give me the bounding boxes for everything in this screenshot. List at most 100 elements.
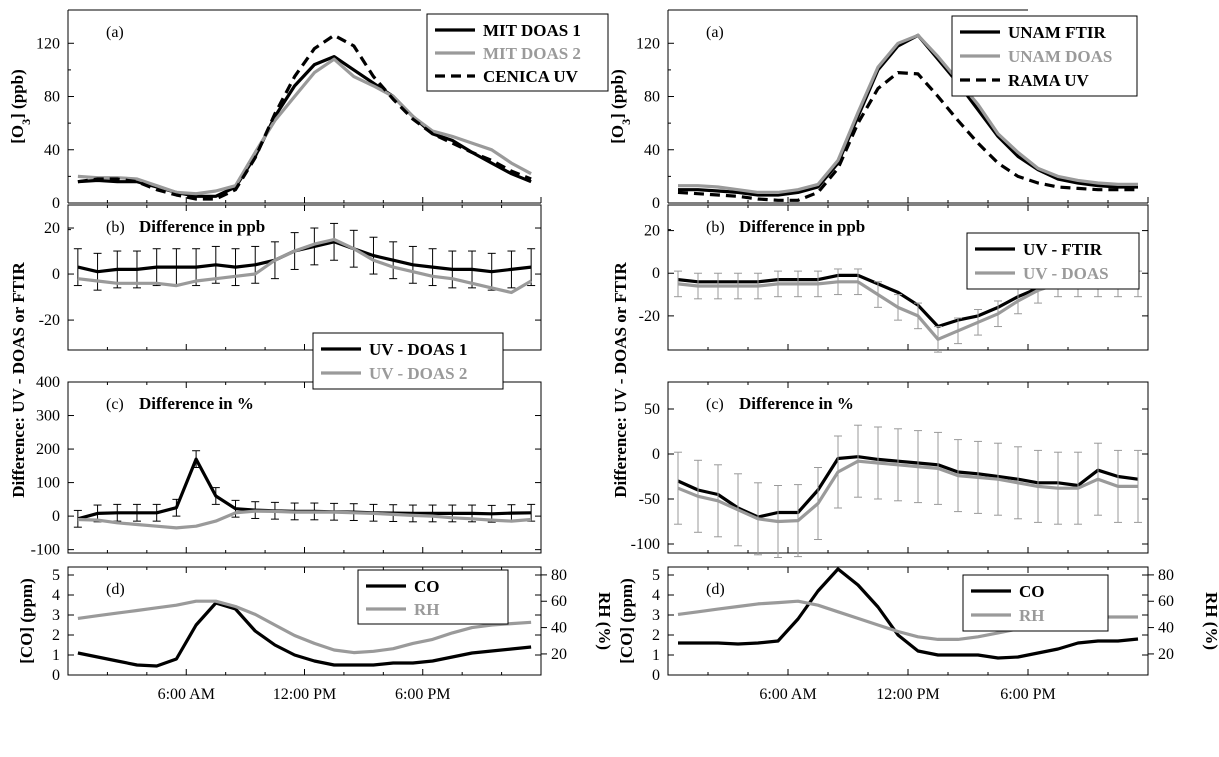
panel-label: (c) xyxy=(106,396,124,413)
panel-label: (b) xyxy=(106,219,125,236)
series-line xyxy=(77,457,532,521)
y-tick-label: 3 xyxy=(652,607,660,624)
series-line xyxy=(678,567,1139,660)
y-tick-label: 0 xyxy=(52,508,60,525)
left-panel-b: -20 0 20 (b) Difference in ppb xyxy=(39,204,542,351)
panel-label: (d) xyxy=(706,581,725,598)
legend: UNAM FTIR UNAM DOAS RAMA UV xyxy=(951,15,1138,97)
panel-label: (d) xyxy=(106,581,125,598)
legend-label: RAMA UV xyxy=(1008,71,1089,90)
legend-box xyxy=(962,574,1109,632)
legend-box xyxy=(312,332,504,390)
y-tick-label: 120 xyxy=(36,35,60,52)
series-unam-doas xyxy=(678,33,1138,194)
panel-title: Difference in ppb xyxy=(739,217,865,236)
panel-title: Difference in % xyxy=(739,394,854,413)
legend: UV - DOAS 1 UV - DOAS 2 xyxy=(312,332,504,390)
series-uv-doas-2 xyxy=(77,237,532,295)
shared-y-axis-label-right: Difference: UV - DOAS or FTIR xyxy=(611,261,630,497)
y-tick-label: -20 xyxy=(639,308,660,325)
y-tick-label: 0 xyxy=(652,265,660,282)
y-tick-label: 0 xyxy=(52,195,60,212)
y-tick-label: 300 xyxy=(36,408,60,425)
y-axis-label: [O3] (ppb) xyxy=(8,69,33,144)
y-tick-label: 0 xyxy=(652,667,660,684)
legend-label: MIT DOAS 1 xyxy=(483,21,581,40)
series-uv-doas-2 xyxy=(77,509,532,530)
y-tick-label: 1 xyxy=(652,647,660,664)
series-co xyxy=(77,601,532,668)
legend-label: UV - DOAS 2 xyxy=(369,364,467,383)
y-tick-label: 40 xyxy=(644,142,660,159)
legend-label: RH xyxy=(1019,606,1045,625)
right-panel-a: 0 40 80 120 (a) [O3] (ppb) UNAM FTIR UNAM DOAS R… xyxy=(608,9,1149,231)
series-line xyxy=(677,455,1139,519)
series-uv-ftir xyxy=(677,455,1139,519)
x-tick-label: 12:00 PM xyxy=(876,686,940,703)
legend-box xyxy=(966,232,1140,290)
y-tick-label: 80 xyxy=(44,89,60,106)
y-tick-label: 40 xyxy=(44,142,60,159)
series-line xyxy=(677,70,1138,202)
x-tick-label: 6:00 PM xyxy=(395,686,451,703)
left-panel-a: 0 40 80 120 (a) [O3] (ppb) MIT DOAS 1 MIT DOAS … xyxy=(8,9,609,231)
legend-label: CO xyxy=(1019,582,1045,601)
legend: CO RH xyxy=(357,569,509,625)
panel-title: Difference in % xyxy=(139,394,254,413)
y2-tick-label: 40 xyxy=(551,620,567,637)
y-tick-label: 0 xyxy=(52,667,60,684)
series-line xyxy=(677,280,1138,341)
y-tick-label: 4 xyxy=(652,587,660,604)
series-rama-uv xyxy=(677,70,1138,202)
series-line xyxy=(77,599,532,655)
y2-tick-label: 20 xyxy=(1158,646,1174,663)
y-tick-label: 80 xyxy=(644,89,660,106)
x-tick-label: 6:00 AM xyxy=(158,686,215,703)
y2-tick-label: 60 xyxy=(1158,593,1174,610)
legend-label: UNAM DOAS xyxy=(1008,47,1112,66)
panel-label: (a) xyxy=(106,24,124,41)
legend-label: RH xyxy=(414,600,440,619)
y-tick-label: 120 xyxy=(636,35,660,52)
y2-tick-label: 80 xyxy=(1158,567,1174,584)
legend-label: MIT DOAS 2 xyxy=(483,44,581,63)
legend: UV - FTIR UV - DOAS xyxy=(966,232,1140,290)
left-panel-d: 0 1 2 3 4 5 (d) [CO] (ppm) RH (%) 20 40 60 80 6:00 AM… xyxy=(17,566,614,703)
y-tick-label: 20 xyxy=(44,220,60,237)
series-cenica-uv xyxy=(77,33,532,201)
panel-label: (b) xyxy=(706,219,725,236)
y-tick-label: -100 xyxy=(31,542,60,559)
x-tick-label: 12:00 PM xyxy=(273,686,337,703)
y-tick-label: 0 xyxy=(652,195,660,212)
right-panel-d: 0 1 2 3 4 5 (d) [CO] (ppm) RH (%) 20 40 60 80 6:00 AM… xyxy=(617,566,1219,703)
series-line xyxy=(77,33,532,201)
y-tick-label: 4 xyxy=(52,587,60,604)
legend-label: CENICA UV xyxy=(483,67,579,86)
panel-title: Difference in ppb xyxy=(139,217,265,236)
y2-tick-label: 20 xyxy=(551,646,567,663)
y-tick-label: 2 xyxy=(652,627,660,644)
right-panel-c: -100 -50 0 50 (c) Difference in % xyxy=(631,381,1149,558)
series-line xyxy=(677,459,1138,524)
y-axis-label: [CO] (ppm) xyxy=(17,578,36,663)
y-tick-label: 1 xyxy=(52,647,60,664)
panel-label: (a) xyxy=(706,24,724,41)
y-tick-label: 0 xyxy=(652,446,660,463)
series-mit-doas-2 xyxy=(77,57,532,196)
legend-label: UV - DOAS 1 xyxy=(369,340,467,359)
legend-label: UV - FTIR xyxy=(1023,240,1103,259)
left-panel-c: -100 0 100 200 300 400 (c) Difference in % UV - … xyxy=(31,332,542,559)
series-line xyxy=(77,601,532,668)
y-tick-label: -100 xyxy=(631,536,660,553)
y-tick-label: 5 xyxy=(652,567,660,584)
y-tick-label: 5 xyxy=(52,567,60,584)
series-uv-doas xyxy=(674,424,1142,558)
y2-tick-label: 60 xyxy=(551,593,567,610)
y-tick-label: -50 xyxy=(639,491,660,508)
series-uv-doas-1 xyxy=(73,450,536,528)
y-axis-label: [O3] (ppb) xyxy=(608,69,633,144)
y-tick-label: -20 xyxy=(39,312,60,329)
series-line xyxy=(77,237,532,295)
